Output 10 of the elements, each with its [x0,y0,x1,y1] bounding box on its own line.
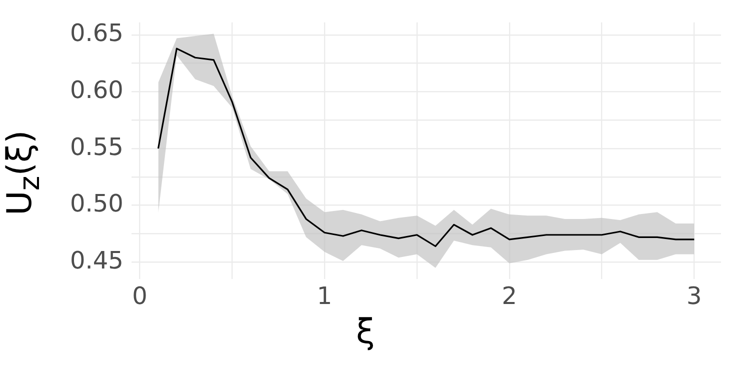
x-tick-label: 2 [502,282,518,310]
y-tick-label: 0.55 [70,132,124,161]
y-tick-label: 0.60 [70,76,124,104]
x-tick-label: 0 [132,282,148,310]
y-tick-label: 0.50 [70,190,124,218]
y-tick-label: 0.45 [70,246,124,274]
x-tick-label: 3 [686,282,702,310]
y-tick-label: 0.65 [70,19,124,48]
x-axis-title: ξ [355,312,376,352]
x-tick-label: 1 [316,282,332,310]
